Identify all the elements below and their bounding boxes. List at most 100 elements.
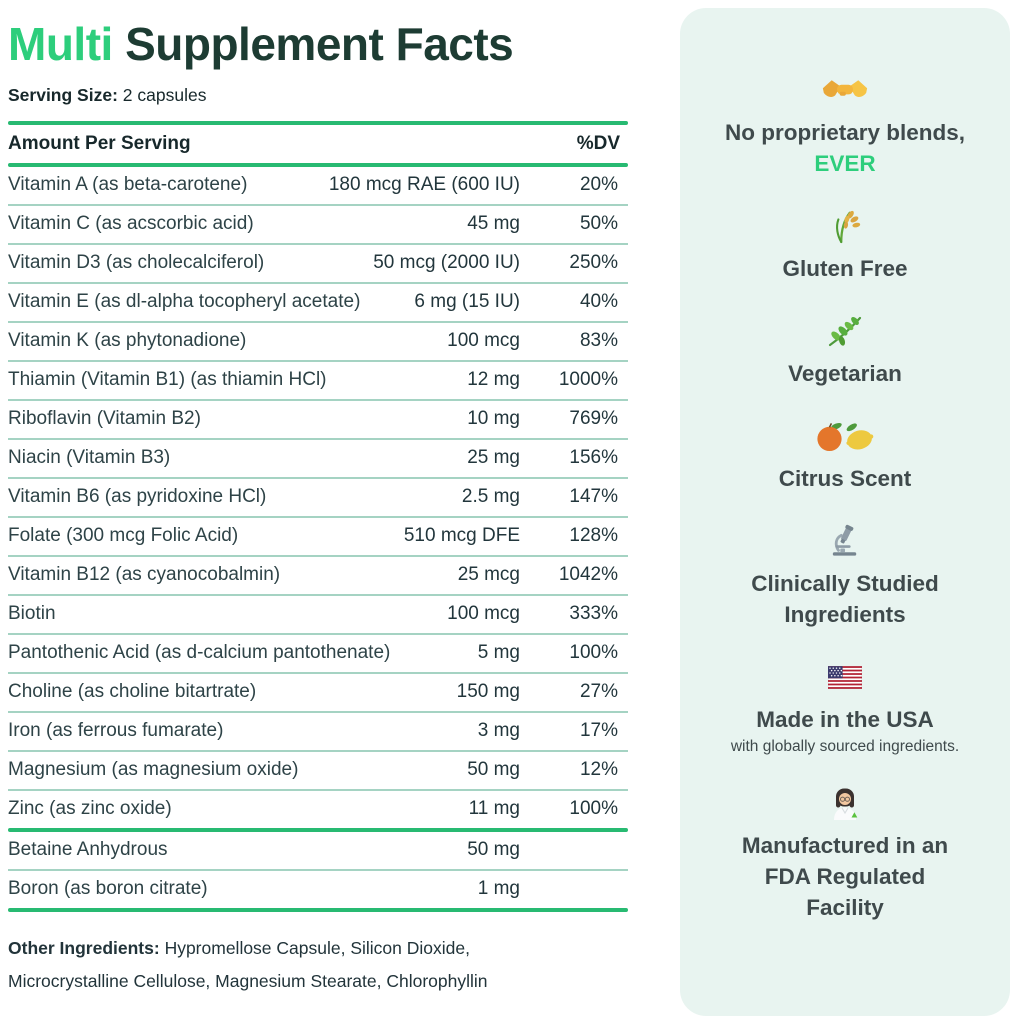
other-ingredients-text: Hypromellose Capsule, Silicon Dioxide, M…: [8, 937, 488, 992]
scientist-icon: [830, 783, 860, 823]
nutrient-amount: 510 mcg DFE: [403, 525, 520, 547]
nutrient-amount: 25 mg: [467, 447, 520, 469]
table-row: Riboflavin (Vitamin B2) 10 mg 769%: [8, 401, 628, 440]
nutrient-name: Vitamin B6 (as pyridoxine HCl): [8, 486, 267, 508]
table-row: Vitamin E (as dl-alpha tocopheryl acetat…: [8, 284, 628, 323]
nutrient-amount: 100 mcg: [447, 603, 520, 625]
facts-table: Amount Per Serving %DV Vitamin A (as bet…: [8, 120, 628, 912]
badge-title: Made in the USA: [756, 707, 934, 733]
nutrient-name: Pantothenic Acid (as d-calcium pantothen…: [8, 642, 391, 664]
badge-clinically-studied: Clinically Studied Ingredients: [720, 521, 970, 630]
badge-no-proprietary-blends: No proprietary blends, EVER: [720, 70, 970, 179]
wheat-icon: [829, 206, 861, 246]
nutrient-name: Folate (300 mcg Folic Acid): [8, 525, 239, 547]
serving-size: Serving Size: 2 capsules: [8, 85, 628, 106]
divider: [8, 162, 628, 167]
nutrient-name: Vitamin K (as phytonadione): [8, 330, 247, 352]
nutrient-dv: 156%: [569, 447, 618, 469]
handshake-icon: [822, 70, 868, 110]
nutrient-name: Magnesium (as magnesium oxide): [8, 759, 299, 781]
badge-title: Manufactured in an FDA Regulated Facilit…: [741, 833, 949, 921]
divider: [8, 120, 628, 125]
badge-gluten-free: Gluten Free: [782, 206, 908, 284]
nutrient-amount: 5 mg: [477, 642, 520, 664]
nutrient-amount: 50 mcg (2000 IU): [373, 252, 520, 274]
table-row: Niacin (Vitamin B3) 25 mg 156%: [8, 440, 628, 479]
table-row: Iron (as ferrous fumarate) 3 mg 17%: [8, 713, 628, 752]
column-header-amount: Amount Per Serving: [8, 132, 191, 154]
nutrient-name: Betaine Anhydrous: [8, 839, 168, 861]
table-row: Folate (300 mcg Folic Acid) 510 mcg DFE 12…: [8, 518, 628, 557]
nutrient-name: Riboflavin (Vitamin B2): [8, 408, 201, 430]
badge-title: Gluten Free: [782, 256, 908, 282]
table-row: Betaine Anhydrous 50 mg: [8, 832, 628, 871]
serving-size-label: Serving Size:: [8, 84, 118, 105]
table-header: Amount Per Serving %DV: [8, 125, 628, 163]
nutrient-name: Boron (as boron citrate): [8, 878, 208, 900]
badge-subtitle: with globally sourced ingredients.: [730, 738, 960, 756]
table-row: Biotin 100 mcg 333%: [8, 596, 628, 635]
table-row: Vitamin C (as acscorbic acid) 45 mg 50%: [8, 206, 628, 245]
table-row: Pantothenic Acid (as d-calcium pantothen…: [8, 635, 628, 674]
nutrient-name: Vitamin B12 (as cyanocobalmin): [8, 564, 281, 586]
column-header-dv: %DV: [576, 132, 620, 154]
nutrient-dv: 40%: [579, 291, 618, 313]
nutrient-dv: 100%: [569, 642, 618, 664]
nutrient-amount: 11 mg: [468, 798, 520, 820]
table-row: Magnesium (as magnesium oxide) 50 mg 12%: [8, 752, 628, 791]
title-highlight: Multi: [8, 18, 113, 70]
nutrient-name: Iron (as ferrous fumarate): [8, 720, 224, 742]
page-title: Multi Supplement Facts: [8, 18, 628, 71]
badge-title: Vegetarian: [788, 361, 902, 387]
nutrient-dv: 250%: [569, 252, 618, 274]
nutrient-amount: 45 mg: [467, 213, 520, 235]
nutrient-name: Niacin (Vitamin B3): [8, 447, 171, 469]
badge-title: Citrus Scent: [778, 466, 912, 492]
nutrient-amount: 3 mg: [477, 720, 520, 742]
other-ingredients: Other Ingredients: Hypromellose Capsule,…: [8, 932, 573, 999]
nutrient-dv: 20%: [579, 174, 618, 196]
divider: [8, 907, 628, 912]
nutrient-dv: 17%: [579, 720, 618, 742]
other-ingredients-label: Other Ingredients:: [8, 937, 160, 958]
title-rest: Supplement Facts: [125, 18, 514, 70]
nutrient-dv: 333%: [569, 603, 618, 625]
table-row: Vitamin B6 (as pyridoxine HCl) 2.5 mg 147%: [8, 479, 628, 518]
nutrient-dv: 1042%: [558, 564, 618, 586]
nutrient-name: Vitamin A (as beta-carotene): [8, 174, 248, 196]
facts-column: Multi Supplement Facts Serving Size: 2 c…: [8, 18, 628, 998]
table-row: Boron (as boron citrate) 1 mg: [8, 871, 628, 908]
nutrient-name: Thiamin (Vitamin B1) (as thiamin HCl): [8, 369, 327, 391]
nutrient-amount: 100 mcg: [447, 330, 520, 352]
badge-title-text: No proprietary blends,: [724, 120, 966, 145]
nutrient-amount: 50 mg: [467, 759, 520, 781]
nutrient-dv: 50%: [579, 213, 618, 235]
nutrient-amount: 25 mcg: [457, 564, 520, 586]
nutrient-amount: 50 mg: [467, 839, 520, 861]
nutrient-dv: 83%: [579, 330, 618, 352]
badge-citrus-scent: Citrus Scent: [778, 416, 912, 494]
table-row: Vitamin K (as phytonadione) 100 mcg 83%: [8, 323, 628, 362]
table-row: Zinc (as zinc oxide) 11 mg 100%: [8, 791, 628, 828]
table-row: Vitamin B12 (as cyanocobalmin) 25 mcg 1042…: [8, 557, 628, 596]
nutrient-name: Vitamin D3 (as cholecalciferol): [8, 252, 265, 274]
nutrient-dv: 769%: [569, 408, 618, 430]
nutrient-amount: 6 mg (15 IU): [414, 291, 520, 313]
herb-icon: [827, 311, 863, 351]
nutrient-dv: 1000%: [558, 369, 618, 391]
serving-size-value: 2 capsules: [122, 84, 207, 105]
nutrient-dv: 100%: [569, 798, 618, 820]
usa-flag-icon: [827, 657, 862, 697]
table-row: Choline (as choline bitartrate) 150 mg 27%: [8, 674, 628, 713]
badge-title-accent: EVER: [814, 151, 876, 177]
nutrient-amount: 10 mg: [467, 408, 520, 430]
microscope-icon: [830, 521, 860, 561]
nutrient-amount: 12 mg: [467, 369, 520, 391]
nutrient-dv: 128%: [569, 525, 618, 547]
nutrient-amount: 1 mg: [477, 878, 520, 900]
nutrient-amount: 150 mg: [456, 681, 520, 703]
nutrient-name: Choline (as choline bitartrate): [8, 681, 257, 703]
table-row: Thiamin (Vitamin B1) (as thiamin HCl) 12 …: [8, 362, 628, 401]
badges-panel: No proprietary blends, EVER Gluten Free: [680, 8, 1010, 1016]
